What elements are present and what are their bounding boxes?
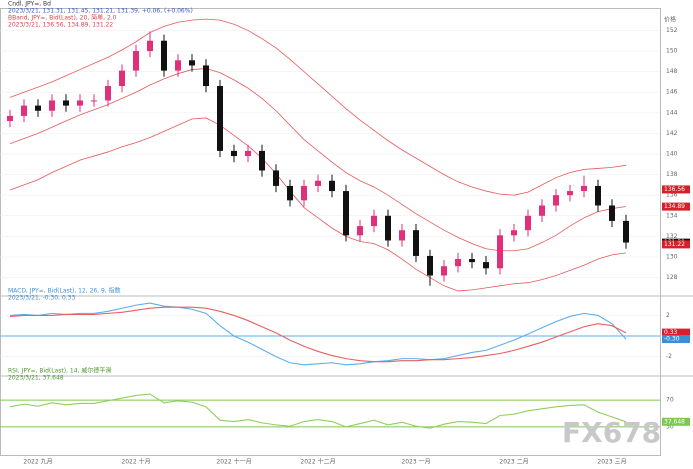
series-line bbox=[9, 302, 627, 366]
legend-text: 2023/3/21, 37.648 bbox=[8, 375, 64, 382]
y-tick-label: 152 bbox=[666, 27, 678, 34]
candle-body bbox=[511, 230, 517, 236]
candle-body bbox=[539, 205, 545, 216]
candle-body bbox=[399, 230, 405, 241]
price-tag-label: 134.89 bbox=[664, 203, 685, 210]
candle-body bbox=[371, 215, 377, 227]
price-tag bbox=[662, 328, 690, 337]
candle-body bbox=[301, 185, 307, 201]
legend-text: MACD, JPY=, Bid(Last), 12, 26, 9, 指数 bbox=[8, 287, 121, 295]
price-tag-label: -0.30 bbox=[664, 336, 680, 343]
candle-body bbox=[315, 180, 321, 186]
band-lower bbox=[9, 117, 627, 292]
x-tick-label: 2022 十二月 bbox=[300, 458, 335, 466]
y-tick-label: 136 bbox=[666, 192, 678, 199]
candle-body bbox=[427, 255, 433, 276]
y-tick-label: 138 bbox=[666, 171, 678, 178]
candle-body bbox=[21, 105, 27, 116]
candle-body bbox=[497, 235, 503, 269]
price-tag-label: 131.22 bbox=[664, 241, 685, 248]
series-line bbox=[9, 393, 627, 429]
legend-text: RSI, JPY=, Bid(Last), 14, 威尔德平滑 bbox=[8, 367, 111, 375]
y-tick-label: 142 bbox=[666, 130, 678, 137]
price-tag-label: 136.56 bbox=[664, 186, 685, 193]
legend-text: 2023/3/21, 131.31, 131.45, 131.21, 131.3… bbox=[8, 8, 193, 15]
price-tag bbox=[662, 202, 690, 211]
price-tag-label: 0.33 bbox=[664, 329, 678, 336]
candle-body bbox=[161, 40, 167, 71]
price-tag bbox=[662, 335, 690, 344]
x-tick-label: 2023 二月 bbox=[499, 459, 528, 466]
y-tick-label: 132 bbox=[666, 233, 678, 240]
candle-body bbox=[329, 180, 335, 192]
band-upper bbox=[9, 18, 627, 196]
x-tick-label: 2022 十月 bbox=[121, 458, 150, 466]
candle-body bbox=[483, 262, 489, 269]
y-tick-label: 30 bbox=[666, 423, 674, 430]
candle-body bbox=[119, 70, 125, 87]
price-tag-label: 37.648 bbox=[664, 418, 685, 425]
candle-body bbox=[7, 115, 13, 122]
candle-body bbox=[553, 195, 559, 206]
price-tag bbox=[662, 185, 690, 194]
frame bbox=[0, 8, 661, 456]
y-tick-label: 146 bbox=[666, 89, 678, 96]
y-axis-label: 价格 bbox=[664, 16, 676, 24]
candle-body bbox=[175, 60, 181, 71]
candle-body bbox=[245, 150, 251, 157]
candle-body bbox=[567, 191, 573, 196]
candle-body bbox=[259, 150, 265, 171]
price-tag bbox=[662, 240, 690, 249]
candle-body bbox=[105, 86, 111, 101]
candle-body bbox=[609, 205, 615, 221]
legend-text: Cndl, JPY=, Bd bbox=[8, 1, 51, 8]
candle-body bbox=[35, 105, 41, 111]
candle-body bbox=[413, 230, 419, 256]
legend-text: BBand, JPY=, Bid(Last), 20, 简单, 2.0 bbox=[8, 14, 117, 22]
y-tick-label: -2 bbox=[666, 353, 672, 360]
legend-text: 2023/3/21, 136.56, 134.89, 131.22 bbox=[8, 22, 113, 29]
candle-body bbox=[595, 185, 601, 206]
candle-body bbox=[385, 215, 391, 241]
y-tick-label: 70 bbox=[666, 397, 674, 404]
candle-body bbox=[49, 100, 55, 111]
candle-body bbox=[147, 40, 153, 52]
y-tick-label: 148 bbox=[666, 68, 678, 75]
y-tick-label: 130 bbox=[666, 253, 678, 260]
candle-body bbox=[623, 220, 629, 243]
watermark: FX678 bbox=[562, 416, 661, 449]
candle-body bbox=[581, 185, 587, 192]
candle-body bbox=[133, 51, 139, 71]
band-middle bbox=[9, 68, 627, 252]
candle-body bbox=[217, 86, 223, 151]
candle-body bbox=[455, 259, 461, 267]
candle-body bbox=[441, 266, 447, 276]
candle-body bbox=[357, 226, 363, 236]
y-tick-label: 134 bbox=[666, 212, 678, 219]
y-tick-label: 144 bbox=[666, 109, 678, 116]
candle-body bbox=[525, 215, 531, 231]
candle-body bbox=[287, 185, 293, 201]
legend-text: 2023/3/21, -0.30, 0.33 bbox=[8, 295, 75, 302]
y-tick-label: 2 bbox=[666, 312, 670, 319]
y-tick-label: 128 bbox=[666, 274, 678, 281]
candle-body bbox=[203, 65, 209, 87]
y-tick-label: 140 bbox=[666, 151, 678, 158]
candle-body bbox=[63, 100, 69, 106]
candle-body bbox=[91, 100, 97, 102]
x-tick-label: 2022 九月 bbox=[23, 458, 52, 466]
candle-body bbox=[189, 60, 195, 66]
candle-body bbox=[77, 100, 83, 106]
x-tick-label: 2023 三月 bbox=[597, 459, 626, 466]
candle-body bbox=[469, 259, 475, 263]
y-tick-label: 150 bbox=[666, 48, 678, 55]
x-tick-label: 2022 十一月 bbox=[216, 458, 251, 466]
x-tick-label: 2023 一月 bbox=[401, 459, 430, 466]
candle-body bbox=[343, 191, 349, 236]
candle-body bbox=[231, 150, 237, 157]
candle-body bbox=[273, 170, 279, 186]
price-tag bbox=[662, 417, 690, 426]
series-line bbox=[9, 306, 627, 363]
